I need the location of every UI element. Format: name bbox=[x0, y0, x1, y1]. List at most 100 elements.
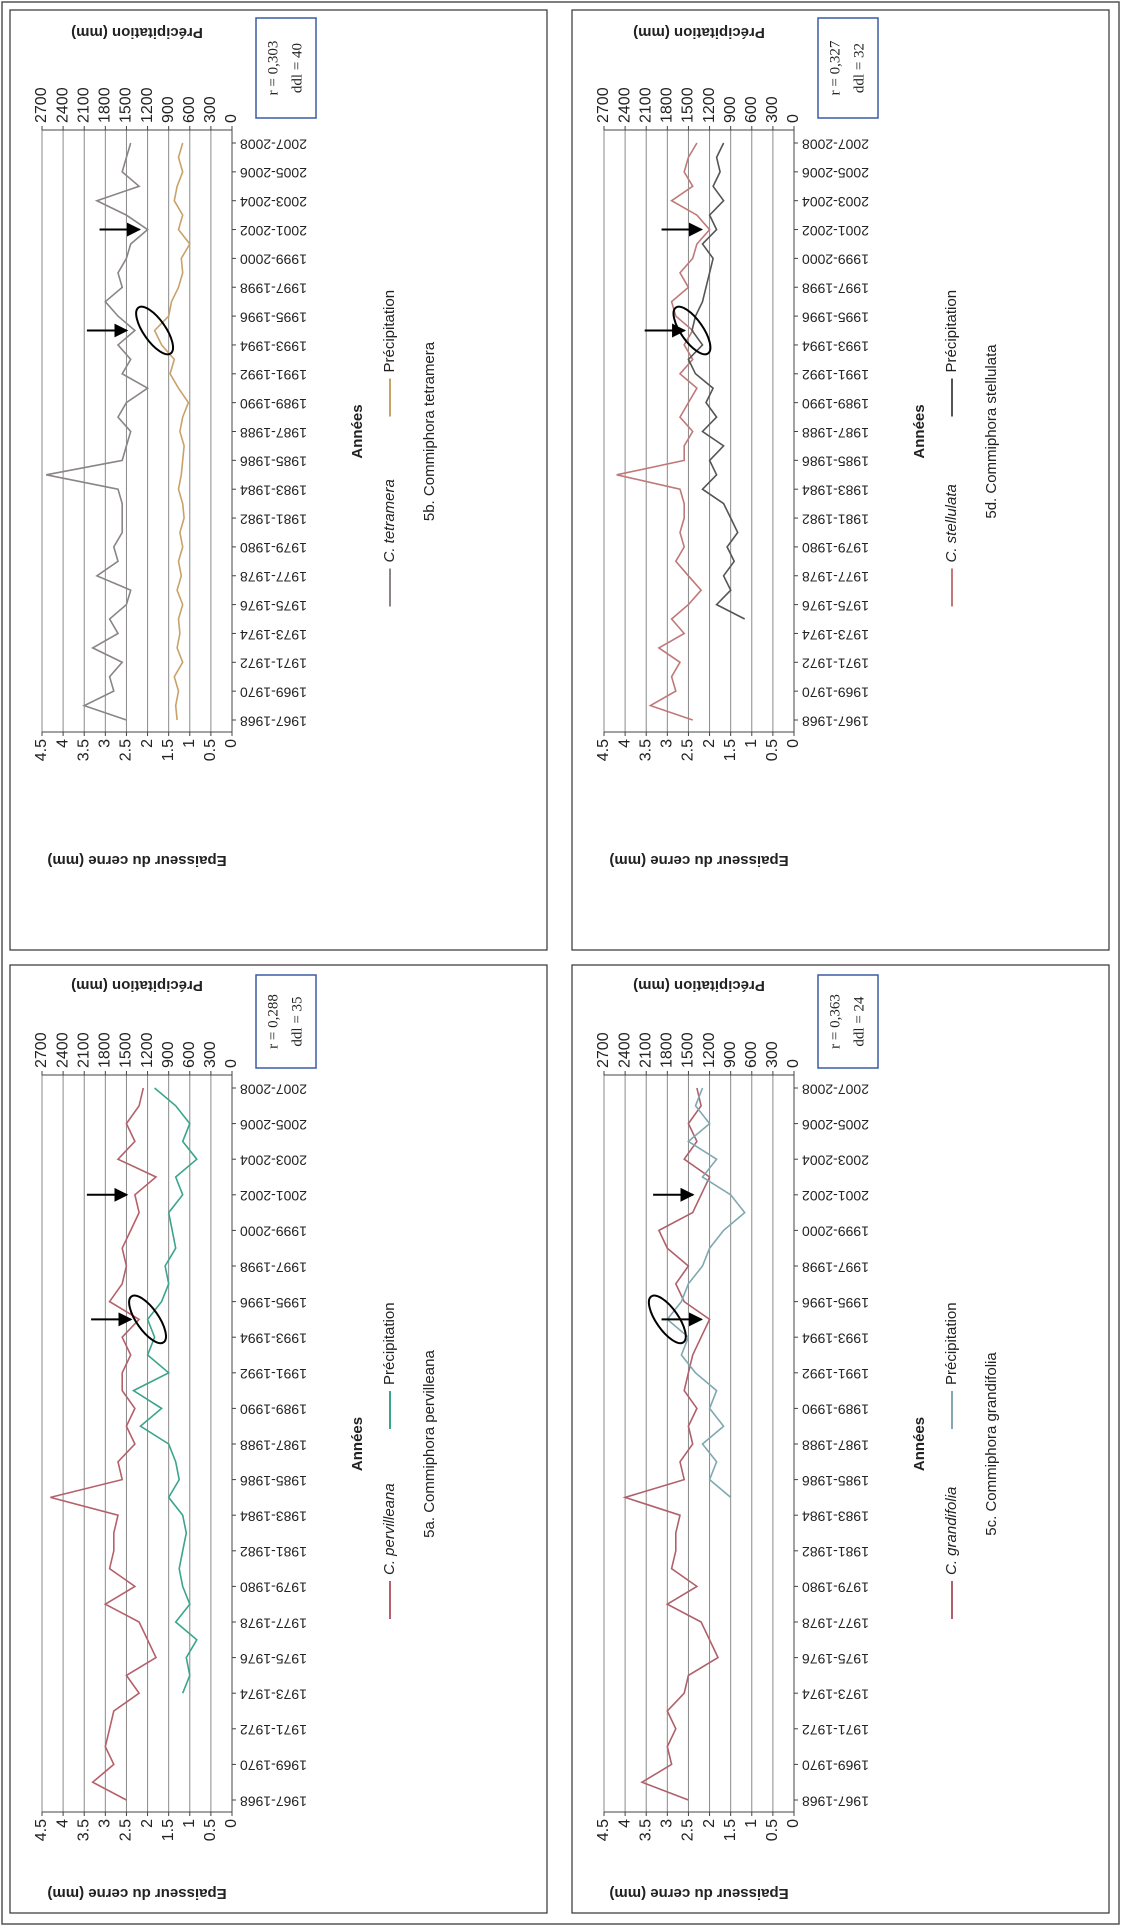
x-tick-label: 2005-2006 bbox=[802, 165, 869, 181]
x-tick-label: 1979-1980 bbox=[802, 1580, 869, 1596]
y2-tick-label: 600 bbox=[181, 96, 198, 123]
x-tick-label: 1979-1980 bbox=[240, 1580, 307, 1596]
y-tick-label: 1 bbox=[181, 739, 198, 748]
x-tick-label: 2003-2004 bbox=[802, 194, 869, 210]
y2-tick-label: 2700 bbox=[595, 1032, 612, 1068]
y2-tick-label: 1800 bbox=[97, 87, 114, 123]
x-tick-label: 1973-1974 bbox=[240, 627, 307, 643]
panel-border bbox=[571, 964, 1110, 1914]
x-tick-label: 1969-1970 bbox=[802, 1758, 869, 1774]
x-tick-label: 1987-1988 bbox=[802, 425, 869, 441]
x-tick-label: 1987-1988 bbox=[240, 425, 307, 441]
x-tick-label: 1999-2000 bbox=[802, 252, 869, 268]
x-tick-label: 1967-1968 bbox=[802, 1793, 869, 1809]
data-line bbox=[616, 142, 711, 721]
y-tick-label: 1.5 bbox=[722, 739, 739, 761]
y-tick-label: 0.5 bbox=[202, 1819, 219, 1841]
y-tick-label: 3.5 bbox=[637, 1819, 654, 1841]
y-tick-label: 2.5 bbox=[118, 739, 135, 761]
x-tick-label: 1975-1976 bbox=[802, 598, 869, 614]
data-line bbox=[50, 1087, 158, 1801]
y-tick-label: 2.5 bbox=[680, 1819, 697, 1841]
x-tick-label: 1991-1992 bbox=[802, 1366, 869, 1382]
y2-tick-label: 0 bbox=[785, 114, 802, 123]
y-tick-label: 4 bbox=[54, 739, 71, 748]
x-tick-label: 1971-1972 bbox=[240, 1722, 307, 1738]
y2-tick-label: 2700 bbox=[33, 87, 50, 123]
x-tick-label: 1997-1998 bbox=[802, 1259, 869, 1275]
y2-tick-label: 1500 bbox=[118, 1032, 135, 1068]
y-axis-title: Epaisseur du cerne (mm) bbox=[47, 1885, 226, 1902]
x-tick-label: 1967-1968 bbox=[802, 713, 869, 729]
y2-axis-title: Précipitation (mm) bbox=[633, 977, 765, 994]
x-tick-label: 1987-1988 bbox=[240, 1437, 307, 1453]
x-tick-label: 1999-2000 bbox=[802, 1224, 869, 1240]
stats-text: r = 0,327 bbox=[827, 40, 843, 95]
y2-tick-label: 600 bbox=[743, 96, 760, 123]
y-tick-label: 0 bbox=[785, 1819, 802, 1828]
y2-tick-label: 2700 bbox=[33, 1032, 50, 1068]
x-tick-label: 1989-1990 bbox=[802, 396, 869, 412]
legend: C. stellulata Précipitation bbox=[943, 290, 960, 607]
x-tick-label: 1981-1982 bbox=[802, 511, 869, 527]
x-tick-label: 2001-2002 bbox=[802, 223, 869, 239]
x-tick-label: 1985-1986 bbox=[802, 454, 869, 470]
x-tick-label: 1973-1974 bbox=[240, 1686, 307, 1702]
y-tick-label: 2 bbox=[139, 1819, 156, 1828]
x-tick-label: 1967-1968 bbox=[240, 1793, 307, 1809]
legend-label: Précipitation bbox=[943, 290, 960, 373]
y2-tick-label: 0 bbox=[223, 114, 240, 123]
x-tick-label: 1975-1976 bbox=[240, 598, 307, 614]
x-tick-label: 1983-1984 bbox=[802, 1508, 869, 1524]
x-tick-label: 1969-1970 bbox=[240, 684, 307, 700]
x-tick-label: 1987-1988 bbox=[802, 1437, 869, 1453]
y-tick-label: 3.5 bbox=[637, 739, 654, 761]
y2-tick-label: 1800 bbox=[659, 1032, 676, 1068]
x-tick-label: 1989-1990 bbox=[240, 1402, 307, 1418]
x-tick-label: 1997-1998 bbox=[240, 281, 307, 297]
y2-tick-label: 2100 bbox=[75, 1032, 92, 1068]
chart-title: 5b. Commiphora tetramera bbox=[421, 341, 438, 521]
x-tick-label: 1985-1986 bbox=[802, 1473, 869, 1489]
x-tick-label: 1995-1996 bbox=[240, 1295, 307, 1311]
y2-tick-label: 1200 bbox=[701, 1032, 718, 1068]
y2-tick-label: 1200 bbox=[701, 87, 718, 123]
y2-tick-label: 1800 bbox=[659, 87, 676, 123]
y2-tick-label: 1500 bbox=[680, 87, 697, 123]
y2-tick-label: 2400 bbox=[616, 1032, 633, 1068]
y2-tick-label: 900 bbox=[722, 1041, 739, 1068]
x-tick-label: 1983-1984 bbox=[240, 1508, 307, 1524]
x-tick-label: 1995-1996 bbox=[802, 309, 869, 325]
legend-label: C. tetramera bbox=[381, 479, 398, 562]
stats-box bbox=[817, 17, 879, 119]
y2-axis-title: Précipitation (mm) bbox=[71, 24, 203, 41]
y2-tick-label: 900 bbox=[160, 1041, 177, 1068]
x-tick-label: 1977-1978 bbox=[802, 569, 869, 585]
x-tick-label: 1981-1982 bbox=[802, 1544, 869, 1560]
y2-tick-label: 300 bbox=[764, 1041, 781, 1068]
y-tick-label: 3.5 bbox=[75, 1819, 92, 1841]
chart-title: 5d. Commiphora stellulata bbox=[983, 344, 1000, 519]
x-tick-label: 1995-1996 bbox=[240, 309, 307, 325]
y-tick-label: 3 bbox=[659, 739, 676, 748]
y-axis-title: Epaisseur du cerne (mm) bbox=[47, 852, 226, 869]
x-tick-label: 1969-1970 bbox=[240, 1758, 307, 1774]
y2-tick-label: 900 bbox=[722, 96, 739, 123]
y2-tick-label: 1500 bbox=[680, 1032, 697, 1068]
y2-tick-label: 900 bbox=[160, 96, 177, 123]
y2-tick-label: 2100 bbox=[75, 87, 92, 123]
data-line bbox=[666, 1087, 746, 1499]
y-tick-label: 2 bbox=[701, 739, 718, 748]
y-tick-label: 2.5 bbox=[118, 1819, 135, 1841]
stats-text: ddl = 24 bbox=[851, 996, 867, 1047]
x-tick-label: 1985-1986 bbox=[240, 1473, 307, 1489]
stats-text: ddl = 40 bbox=[289, 43, 305, 93]
ellipse-highlight bbox=[647, 1294, 687, 1345]
x-tick-label: 2007-2008 bbox=[240, 136, 307, 152]
x-tick-label: 1983-1984 bbox=[240, 482, 307, 498]
x-tick-label: 1989-1990 bbox=[802, 1402, 869, 1418]
x-tick-label: 1971-1972 bbox=[240, 656, 307, 672]
data-line bbox=[687, 142, 746, 620]
y2-tick-label: 2100 bbox=[637, 1032, 654, 1068]
y-tick-label: 0 bbox=[223, 739, 240, 748]
